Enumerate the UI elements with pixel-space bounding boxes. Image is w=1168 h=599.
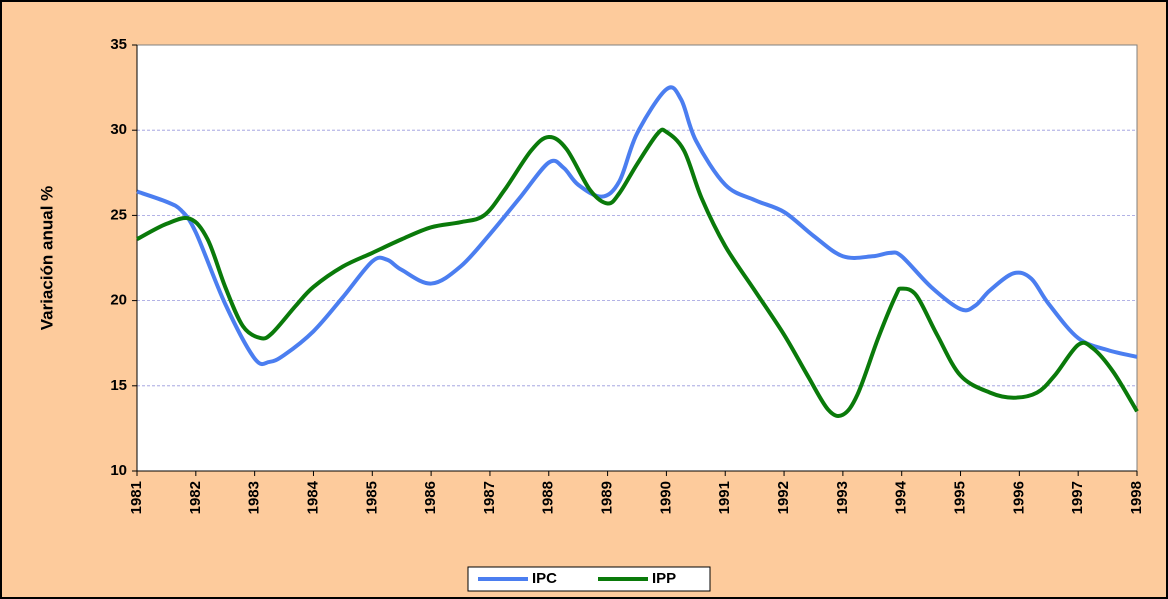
x-tick-label: 1992 [775,481,792,514]
x-tick-label: 1981 [128,481,145,514]
x-tick-label: 1987 [481,481,498,514]
x-tick-label: 1991 [716,481,733,514]
y-tick-label: 15 [110,377,127,394]
x-tick-label: 1989 [599,481,616,514]
plot-area [136,44,1138,472]
x-tick-label: 1994 [893,480,910,514]
x-tick-label: 1988 [540,481,557,514]
legend-label: IPP [652,570,676,587]
y-axis-label: Variación anual % [37,186,56,331]
series-line [136,85,1138,367]
x-tick-label: 1982 [187,481,204,514]
x-tick-label: 1984 [304,480,321,514]
x-tick-label: 1986 [422,481,439,514]
series-line [136,127,1139,418]
x-tick-label: 1983 [246,481,263,514]
y-tick-label: 30 [110,121,127,138]
x-tick-label: 1998 [1128,481,1145,514]
x-tick-label: 1993 [834,481,851,514]
x-tick-label: 1990 [657,481,674,514]
y-tick-label: 35 [110,36,127,53]
x-tick-label: 1985 [363,481,380,514]
y-tick-label: 10 [110,462,127,479]
legend-label: IPC [532,570,557,587]
y-tick-label: 20 [110,292,127,309]
x-tick-label: 1995 [951,481,968,514]
x-tick-label: 1996 [1010,481,1027,514]
x-tick-label: 1997 [1069,481,1086,514]
y-tick-label: 25 [110,206,127,223]
